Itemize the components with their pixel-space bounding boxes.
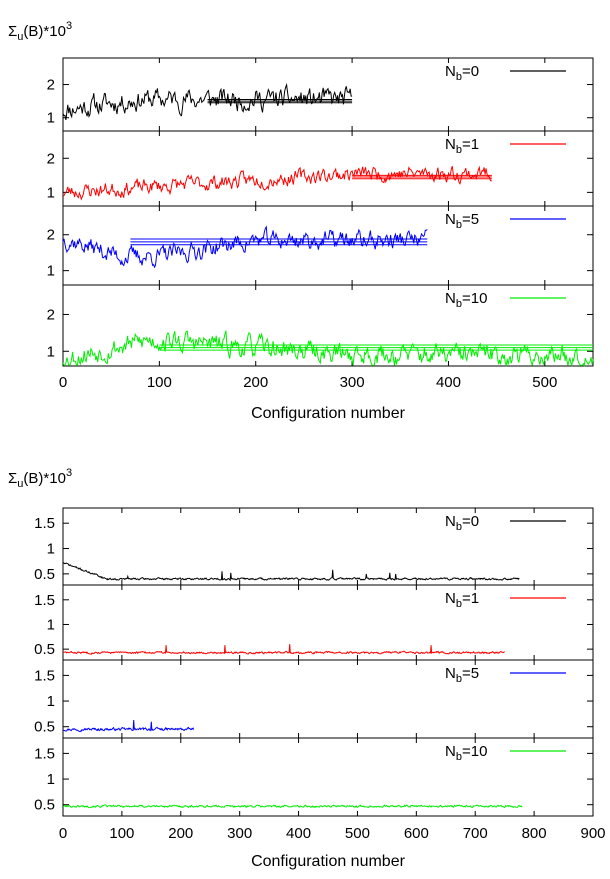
y-tick-label: 0.5: [34, 797, 55, 814]
panel-frame: [62, 57, 594, 132]
x-tick-label: 600: [404, 825, 429, 842]
y-axis-label: Σu(B)*103: [8, 467, 72, 490]
legend-label: Nb=0: [445, 513, 479, 533]
x-tick-label: 300: [340, 374, 365, 391]
y-tick-label: 1: [47, 693, 55, 710]
legend-label: Nb=1: [445, 590, 479, 610]
series-line: [62, 82, 353, 121]
y-axis-label: Σu(B)*103: [8, 20, 72, 43]
x-tick-label: 100: [147, 374, 172, 391]
y-tick-label: 0.5: [34, 566, 55, 583]
series-line: [62, 165, 492, 201]
y-tick-label: 0.5: [34, 719, 55, 736]
panel-nb-0: 1 2 Nb=0: [47, 57, 594, 132]
y-tick-label: 1: [47, 771, 55, 788]
x-tick-label: 500: [532, 374, 557, 391]
y-tick-label: 1.5: [34, 515, 55, 532]
x-tick-label: 200: [168, 825, 193, 842]
x-tick-label: 0: [59, 825, 67, 842]
legend-label: Nb=10: [445, 290, 487, 310]
series-line: [63, 804, 523, 809]
bottom-chart: Σu(B)*103 0.5 1 1.5 Nb=0 0.5 1 1.5 Nb=1 0.5 1 1.5 Nb…: [8, 467, 606, 870]
panel-frame: [62, 507, 594, 586]
panel-nb-1: 1 2 Nb=1: [47, 130, 594, 207]
y-tick-label: 1: [47, 343, 55, 360]
panel-nb-1: 0.5 1 1.5 Nb=1: [34, 584, 594, 661]
legend-label: Nb=1: [445, 136, 479, 156]
series-line: [62, 562, 520, 582]
legend-label: Nb=5: [445, 665, 479, 685]
x-tick-label: 800: [522, 825, 547, 842]
panel-frame: [62, 659, 594, 739]
panel-frame: [62, 130, 594, 207]
legend-label: Nb=0: [445, 63, 479, 83]
series-line: [62, 225, 428, 269]
series-line: [62, 330, 594, 368]
series-line: [62, 644, 505, 655]
y-tick-label: 1: [47, 541, 55, 558]
legend-label: Nb=5: [445, 211, 479, 231]
y-tick-label: 2: [47, 227, 55, 244]
y-tick-label: 2: [47, 306, 55, 323]
top-chart: Σu(B)*103 1 2 Nb=0 1 2 Nb=1 1 2 Nb=5 1 2 Nb=10 0 100 20…: [8, 20, 594, 422]
x-tick-label: 400: [286, 825, 311, 842]
y-tick-label: 2: [47, 150, 55, 167]
x-tick-label: 900: [580, 825, 605, 842]
panel-frame: [62, 737, 594, 817]
y-tick-label: 1.5: [34, 745, 55, 762]
x-axis-label: Configuration number: [251, 405, 406, 422]
x-tick-label: 400: [436, 374, 461, 391]
panel-frame: [62, 205, 594, 286]
y-tick-label: 1: [47, 110, 55, 127]
x-tick-label: 500: [345, 825, 370, 842]
series-line: [62, 719, 195, 733]
panel-nb-10: 1 2 Nb=10: [47, 284, 594, 368]
y-tick-label: 1: [47, 263, 55, 280]
y-tick-label: 0.5: [34, 641, 55, 658]
y-tick-label: 1: [47, 616, 55, 633]
x-tick-label: 0: [59, 374, 67, 391]
x-tick-label: 100: [109, 825, 134, 842]
x-axis-label: Configuration number: [251, 853, 406, 870]
x-tick-label: 300: [227, 825, 252, 842]
panel-nb-10: 0.5 1 1.5 Nb=10: [34, 737, 594, 817]
legend-label: Nb=10: [445, 743, 487, 763]
y-tick-label: 1: [47, 184, 55, 201]
y-tick-label: 1.5: [34, 667, 55, 684]
y-tick-label: 1.5: [34, 592, 55, 609]
y-tick-label: 2: [47, 77, 55, 94]
panel-nb-5: 1 2 Nb=5: [47, 205, 594, 286]
x-tick-label: 200: [243, 374, 268, 391]
panel-frame: [62, 584, 594, 661]
x-tick-label: 700: [463, 825, 488, 842]
panel-nb-5: 0.5 1 1.5 Nb=5: [34, 659, 594, 739]
panel-frame: [62, 284, 594, 367]
panel-nb-0: 0.5 1 1.5 Nb=0: [34, 507, 594, 586]
